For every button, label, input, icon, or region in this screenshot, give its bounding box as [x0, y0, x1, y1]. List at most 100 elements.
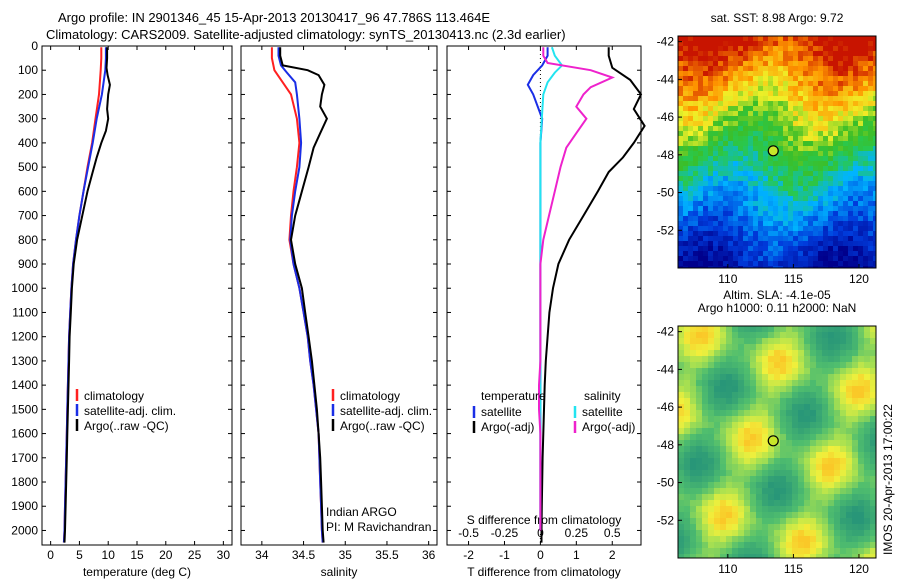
map-cell: [813, 191, 818, 196]
map-cell: [786, 548, 792, 554]
map-cell: [733, 46, 738, 51]
map-cell: [678, 96, 683, 101]
map-cell: [852, 452, 858, 458]
map-cell: [804, 524, 810, 530]
map-cell: [828, 332, 834, 338]
map-cell: [840, 500, 846, 506]
map-cell: [813, 236, 818, 241]
map-cell: [858, 261, 863, 266]
map-cell: [748, 256, 753, 261]
map-cell: [780, 374, 786, 380]
map-cell: [708, 530, 714, 536]
map-cell: [798, 136, 803, 141]
map-cell: [684, 362, 690, 368]
map-cell: [753, 261, 758, 266]
map-cell: [714, 338, 720, 344]
map-cell: [744, 488, 750, 494]
map-cell: [828, 181, 833, 186]
map-cell: [768, 161, 773, 166]
map-cell: [756, 332, 762, 338]
map-cell: [813, 256, 818, 261]
map-cell: [823, 261, 828, 266]
map-cell: [750, 368, 756, 374]
map-cell: [763, 261, 768, 266]
map-cell: [718, 221, 723, 226]
map-cell: [808, 196, 813, 201]
map-cell: [713, 196, 718, 201]
map-cell: [768, 404, 774, 410]
map-cell: [864, 488, 870, 494]
map-cell: [810, 548, 816, 554]
map-cell: [804, 548, 810, 554]
map-cell: [798, 251, 803, 256]
map-cell: [743, 221, 748, 226]
map-cell: [678, 46, 683, 51]
map-cell: [762, 542, 768, 548]
map-cell: [864, 356, 870, 362]
map-cell: [868, 36, 873, 41]
map-cell: [708, 251, 713, 256]
map-cell: [803, 86, 808, 91]
map-cell: [762, 350, 768, 356]
map-cell: [828, 66, 833, 71]
map-cell: [758, 221, 763, 226]
y-tick-label: 1600: [11, 427, 38, 441]
map-cell: [838, 266, 843, 268]
map-cell: [693, 191, 698, 196]
map-cell: [853, 101, 858, 106]
map-cell: [823, 66, 828, 71]
map-cell: [838, 231, 843, 236]
map-cell: [683, 231, 688, 236]
map-cell: [756, 536, 762, 542]
map-cell: [678, 101, 683, 106]
map-cell: [793, 106, 798, 111]
map-cell: [783, 56, 788, 61]
map-cell: [818, 201, 823, 206]
map-cell: [693, 171, 698, 176]
map-cell: [828, 41, 833, 46]
map-cell: [848, 251, 853, 256]
map-cell: [798, 476, 804, 482]
map-cell: [798, 191, 803, 196]
map-cell: [783, 106, 788, 111]
map-cell: [863, 151, 868, 156]
map-cell: [738, 356, 744, 362]
map-cell: [858, 416, 864, 422]
map-cell: [762, 392, 768, 398]
map-cell: [846, 434, 852, 440]
map-cell: [852, 446, 858, 452]
map-cell: [714, 452, 720, 458]
map-cell: [823, 106, 828, 111]
map-cell: [698, 186, 703, 191]
map-cell: [720, 446, 726, 452]
map-cell: [804, 350, 810, 356]
map-cell: [693, 111, 698, 116]
series-line-climatology: [270, 47, 324, 543]
map-cell: [750, 506, 756, 512]
map-cell: [788, 136, 793, 141]
map-cell: [748, 186, 753, 191]
map-cell: [846, 452, 852, 458]
map-cell: [696, 362, 702, 368]
map-cell: [783, 211, 788, 216]
map-cell: [778, 166, 783, 171]
map-cell: [870, 404, 876, 410]
map-cell: [833, 241, 838, 246]
map-cell: [840, 326, 846, 332]
map-cell: [870, 464, 876, 470]
map-cell: [834, 398, 840, 404]
map-cell: [863, 221, 868, 226]
map-cell: [778, 116, 783, 121]
map-cell: [698, 76, 703, 81]
map-cell: [773, 96, 778, 101]
map-cell: [858, 440, 864, 446]
map-cell: [783, 101, 788, 106]
map-cell: [723, 81, 728, 86]
map-cell: [753, 266, 758, 268]
map-cell: [738, 151, 743, 156]
map-cell: [696, 530, 702, 536]
map-cell: [804, 356, 810, 362]
map-cell: [678, 518, 684, 524]
map-cell: [852, 482, 858, 488]
map-cell: [762, 458, 768, 464]
